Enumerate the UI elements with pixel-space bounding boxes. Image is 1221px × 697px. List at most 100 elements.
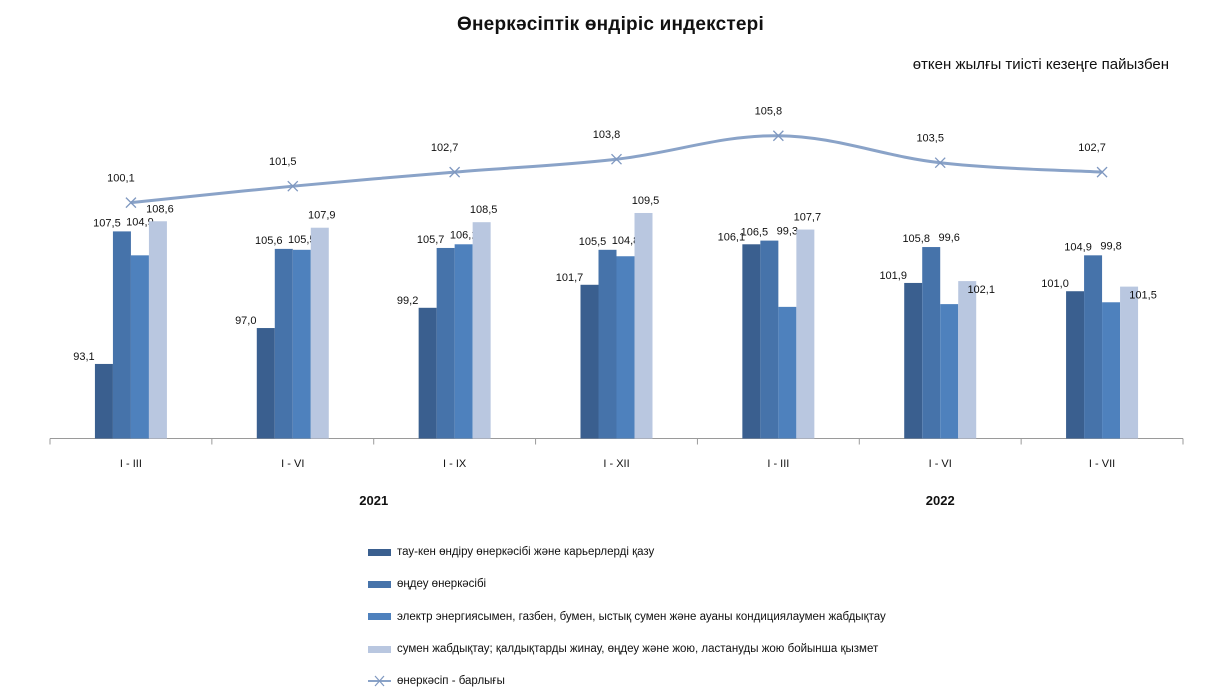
x-tick-label: I - III <box>767 458 789 470</box>
bar <box>940 304 959 439</box>
year-group-label: 2021 <box>359 493 388 508</box>
bar-data-label: 101,7 <box>556 272 584 284</box>
bar <box>958 281 977 439</box>
year-group-label: 2022 <box>926 493 955 508</box>
legend-label-energy-supply: электр энергиясымен, газбен, бумен, ысты… <box>397 610 886 623</box>
legend-label-industry-total: өнеркәсіп - барлығы <box>397 675 505 688</box>
bar <box>256 328 275 439</box>
line-data-label: 102,7 <box>431 142 459 154</box>
legend: тау-кен өндіру өнеркәсібі және карьерлер… <box>368 536 886 697</box>
bar-data-label: 108,5 <box>470 204 498 216</box>
bar <box>454 244 473 439</box>
bar <box>634 212 653 439</box>
line-point-marker <box>772 130 784 142</box>
bar <box>580 284 599 439</box>
bar-data-label: 105,5 <box>288 234 316 246</box>
line-data-label: 105,8 <box>755 106 783 118</box>
legend-swatch-mining <box>368 548 391 556</box>
bar-data-label: 99,8 <box>1100 240 1121 252</box>
bar <box>742 244 761 439</box>
line-industry-total <box>130 134 1103 205</box>
bar-data-label: 101,0 <box>1041 278 1069 290</box>
line-data-label: 100,1 <box>107 173 135 185</box>
bar-data-label: 106,1 <box>450 229 478 241</box>
x-tick-label: I - IX <box>443 458 467 470</box>
legend-label-water-supply: сумен жабдықтау; қалдықтарды жинау, өңде… <box>397 643 879 656</box>
legend-x-marker <box>374 675 385 687</box>
bar-data-label: 109,5 <box>632 195 660 207</box>
bar <box>598 249 617 439</box>
bar-data-label: 107,5 <box>93 217 121 229</box>
legend-swatch-energy-supply <box>368 613 391 621</box>
bar <box>778 306 797 439</box>
line-point-marker <box>934 157 946 169</box>
legend-item-energy-supply: электр энергиясымен, газбен, бумен, ысты… <box>368 601 886 633</box>
line-point-marker <box>611 153 622 165</box>
bar-data-label: 107,9 <box>308 210 336 222</box>
bar <box>1102 302 1121 439</box>
bar-data-label: 107,7 <box>794 212 822 224</box>
bar <box>1066 291 1085 439</box>
bar-data-label: 104,8 <box>612 235 640 247</box>
bar <box>436 247 455 439</box>
x-tick-label: I - VI <box>929 458 952 470</box>
bar <box>418 307 437 439</box>
legend-item-manufacturing: өңдеу өнеркәсібі <box>368 568 886 600</box>
legend-swatch-water-supply <box>368 645 391 653</box>
bar-data-label: 106,5 <box>741 227 769 239</box>
bar-data-label: 102,1 <box>967 284 995 296</box>
bar <box>796 229 815 439</box>
bar-data-label: 104,9 <box>1064 241 1092 253</box>
x-tick-label: I - III <box>120 458 142 470</box>
bar <box>904 282 923 439</box>
line-data-label: 103,8 <box>593 129 621 141</box>
bar <box>922 247 941 439</box>
bar <box>148 221 167 439</box>
bar <box>112 231 131 439</box>
bar-data-label: 105,8 <box>902 233 930 245</box>
bar-data-label: 105,7 <box>417 234 445 246</box>
x-tick-label: I - VI <box>281 458 304 470</box>
bar <box>292 249 311 439</box>
bar <box>1120 286 1139 439</box>
bar-data-label: 93,1 <box>73 351 94 363</box>
bar <box>94 363 113 439</box>
bar-data-label: 99,3 <box>777 226 798 238</box>
bar-data-label: 104,9 <box>126 216 154 228</box>
bar <box>1084 255 1103 439</box>
bar-data-label: 101,5 <box>1129 290 1157 302</box>
legend-item-mining: тау-кен өндіру өнеркәсібі және карьерлер… <box>368 536 886 568</box>
legend-label-manufacturing: өңдеу өнеркәсібі <box>397 578 487 591</box>
line-point-marker <box>449 166 461 178</box>
x-tick-label: I - VII <box>1089 458 1115 470</box>
bar-data-label: 108,6 <box>146 203 174 215</box>
bar-data-label: 105,5 <box>579 236 607 248</box>
chart-title: Өнеркәсіптік өндіріс индекстері <box>457 14 764 35</box>
legend-item-industry-total: өнеркәсіп - барлығы <box>368 665 886 697</box>
bar-data-label: 99,2 <box>397 295 418 307</box>
legend-swatch-manufacturing <box>368 580 391 588</box>
legend-marker-industry-total <box>368 675 391 687</box>
bar <box>130 255 149 439</box>
x-tick-label: I - XII <box>603 458 629 470</box>
bar <box>616 256 635 439</box>
line-data-label: 102,7 <box>1078 142 1106 154</box>
bar <box>760 240 779 439</box>
bar-data-label: 105,6 <box>255 235 283 247</box>
bar <box>472 222 491 439</box>
legend-item-water-supply: сумен жабдықтау; қалдықтарды жинау, өңде… <box>368 633 886 665</box>
bar-data-label: 101,9 <box>879 270 907 282</box>
bar-data-label: 106,1 <box>718 231 746 243</box>
line-point-marker <box>1096 166 1108 178</box>
bar-data-label: 97,0 <box>235 315 256 327</box>
line-data-label: 101,5 <box>269 156 297 168</box>
bar <box>274 248 293 439</box>
chart-subtitle: өткен жылғы тиісті кезеңге пайызбен <box>912 56 1169 73</box>
line-point-marker <box>125 197 137 209</box>
legend-label-mining: тау-кен өндіру өнеркәсібі және карьерлер… <box>397 546 655 559</box>
bar <box>310 227 329 439</box>
line-data-label: 103,5 <box>916 133 944 145</box>
line-point-marker <box>287 180 299 192</box>
bar-data-label: 99,6 <box>939 232 960 244</box>
